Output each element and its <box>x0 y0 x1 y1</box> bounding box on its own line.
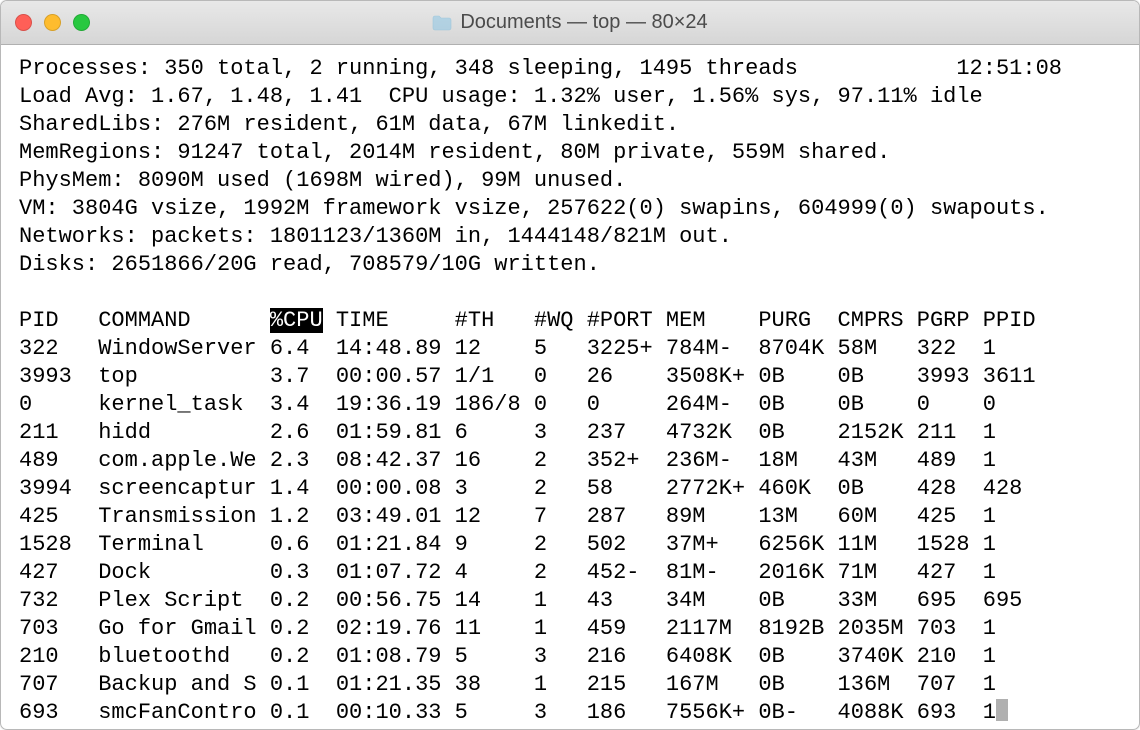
terminal-window: Documents — top — 80×24 Processes: 350 t… <box>0 0 1140 730</box>
terminal-content[interactable]: Processes: 350 total, 2 running, 348 sle… <box>1 45 1139 729</box>
window-title-wrap: Documents — top — 80×24 <box>1 11 1139 34</box>
minimize-button[interactable] <box>44 14 61 31</box>
titlebar[interactable]: Documents — top — 80×24 <box>1 1 1139 45</box>
close-button[interactable] <box>15 14 32 31</box>
zoom-button[interactable] <box>73 14 90 31</box>
traffic-lights <box>1 14 90 31</box>
folder-icon <box>432 15 452 31</box>
cursor <box>996 699 1008 721</box>
window-title: Documents — top — 80×24 <box>460 11 707 34</box>
